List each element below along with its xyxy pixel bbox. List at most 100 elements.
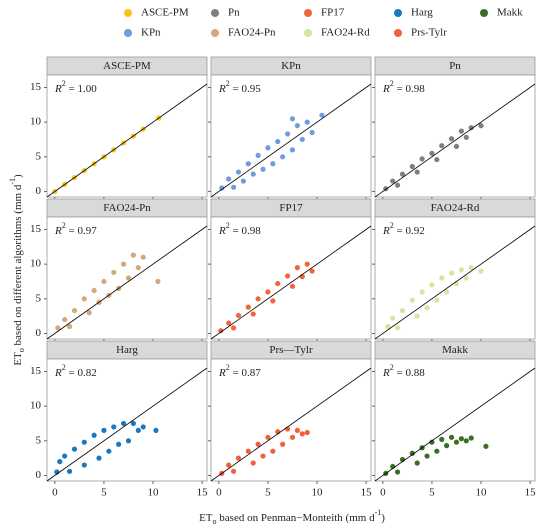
text-part: = 0.88: [394, 367, 425, 379]
point: [101, 427, 107, 433]
point: [81, 462, 87, 468]
x-tick-label: 5: [429, 487, 435, 499]
x-tick-label: 0: [380, 487, 386, 499]
point: [235, 455, 242, 461]
point: [240, 178, 246, 184]
point: [478, 123, 484, 129]
panel-title: FAO24-Rd: [431, 202, 480, 214]
point: [226, 320, 232, 326]
legend-label: Harg: [411, 7, 433, 19]
point: [399, 307, 406, 314]
legend-label: Prs-Tylr: [411, 27, 447, 39]
point: [275, 138, 281, 145]
one-to-one-line: [46, 83, 208, 198]
rich-text: R2 = 0.98: [382, 79, 425, 94]
point: [294, 427, 300, 433]
y-tick-label: 10: [30, 116, 42, 128]
x-tick-label: 15: [197, 487, 209, 499]
point: [111, 424, 117, 430]
point: [235, 169, 242, 175]
point: [299, 136, 305, 143]
text-part: ): [12, 174, 24, 178]
text-part: = 0.98: [230, 225, 261, 237]
point: [230, 325, 237, 331]
point: [226, 176, 232, 182]
text-part: 2: [390, 363, 394, 372]
one-to-one-line: [210, 83, 372, 198]
point: [245, 161, 251, 167]
text-part: 2: [62, 363, 66, 372]
legend-swatch: [394, 29, 402, 37]
point: [409, 163, 415, 170]
y-tick-label: 0: [36, 469, 42, 481]
point: [125, 275, 132, 281]
plot-frame: [374, 216, 536, 340]
point: [62, 453, 68, 459]
point: [429, 439, 435, 445]
point: [55, 325, 61, 331]
x-tick-label: 5: [265, 487, 271, 499]
point: [414, 460, 420, 466]
point: [483, 443, 489, 449]
point: [116, 441, 122, 447]
legend-label: Pn: [228, 7, 240, 19]
point: [309, 268, 315, 274]
text-part: -1: [375, 508, 382, 517]
one-to-one-line: [210, 367, 372, 482]
point: [399, 171, 406, 177]
legend-label: FAO24-Pn: [228, 27, 276, 39]
point: [309, 129, 315, 136]
point: [409, 450, 415, 456]
point: [57, 458, 63, 465]
point: [284, 131, 291, 137]
point: [458, 128, 464, 134]
x-tick-label: 0: [52, 487, 58, 499]
point: [280, 441, 286, 447]
point: [289, 283, 296, 289]
point: [155, 278, 161, 285]
text-part: R: [54, 225, 62, 237]
point: [414, 169, 420, 175]
point: [468, 265, 474, 271]
point: [289, 116, 296, 122]
point: [255, 296, 261, 302]
one-to-one-line: [374, 225, 536, 340]
y-tick-label: 15: [30, 365, 42, 377]
point: [424, 453, 430, 459]
text-part: 2: [390, 79, 394, 88]
legend-swatch: [124, 9, 132, 17]
point: [71, 446, 78, 452]
point: [140, 254, 146, 260]
panel-title: FAO24-Pn: [103, 202, 151, 214]
x-tick-label: 0: [216, 487, 222, 499]
x-tick-label: 15: [525, 487, 537, 499]
y-tick-label: 5: [36, 292, 42, 304]
point: [81, 296, 87, 302]
point: [265, 145, 271, 151]
legend-swatch: [304, 9, 312, 17]
point: [453, 143, 460, 149]
point: [319, 112, 325, 118]
point: [101, 278, 107, 285]
point: [463, 438, 469, 444]
point: [463, 134, 469, 140]
rich-text: R2 = 0.92: [382, 221, 425, 236]
y-tick-label: 15: [30, 81, 42, 93]
point: [81, 439, 87, 445]
text-part: = 0.98: [394, 83, 425, 95]
point: [394, 325, 401, 331]
plot-frame: [210, 358, 372, 482]
y-tick-label: 5: [36, 150, 42, 162]
rich-text: R2 = 0.97: [54, 221, 97, 236]
point: [394, 182, 401, 188]
point: [120, 420, 127, 427]
point: [235, 312, 242, 319]
point: [111, 269, 117, 276]
point: [429, 282, 435, 288]
x-tick-label: 10: [476, 487, 488, 499]
point: [439, 143, 445, 149]
legend-swatch: [124, 29, 132, 37]
point: [125, 438, 132, 444]
text-part: based on Penman−Monteith (mm d: [217, 512, 376, 524]
